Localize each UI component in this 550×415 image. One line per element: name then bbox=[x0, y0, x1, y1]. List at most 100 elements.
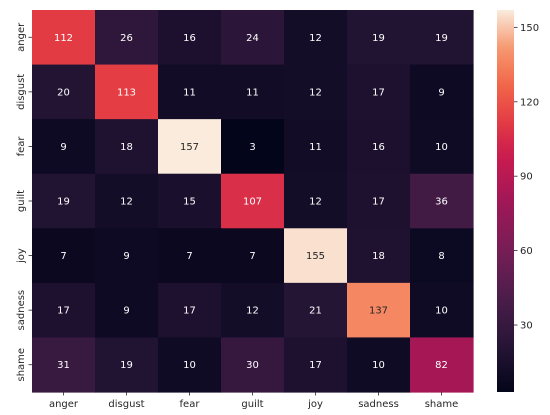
x-axis-ticks: anger disgust fear guilt joy sadness shame bbox=[49, 392, 458, 410]
colorbar-tick-label: 60 bbox=[520, 246, 533, 257]
cell-value-label: 11 bbox=[246, 87, 259, 98]
heatmap-cell bbox=[221, 228, 285, 284]
y-tick-label: disgust bbox=[16, 74, 27, 110]
heatmap-cell bbox=[410, 282, 474, 339]
cell-value-label: 31 bbox=[57, 360, 70, 371]
heatmap-cell bbox=[284, 337, 348, 393]
heatmap-cell bbox=[410, 228, 474, 284]
cell-value-label: 10 bbox=[435, 306, 448, 317]
heatmap-cell bbox=[410, 173, 474, 229]
cell-value-label: 17 bbox=[372, 87, 385, 98]
heatmap-cell bbox=[221, 119, 285, 175]
y-tick-label: shame bbox=[16, 348, 27, 382]
heatmap-cell bbox=[347, 64, 411, 120]
cell-value-label: 157 bbox=[180, 142, 199, 153]
cell-value-label: 36 bbox=[435, 197, 448, 208]
colorbar-tick-label: 150 bbox=[520, 23, 539, 34]
cell-value-label: 7 bbox=[60, 251, 66, 262]
heatmap-cell bbox=[95, 337, 159, 393]
heatmap-cell bbox=[32, 119, 96, 175]
heatmap-cell bbox=[95, 64, 159, 120]
heatmap-cell bbox=[221, 337, 285, 393]
heatmap-cell bbox=[158, 337, 222, 393]
heatmap-cell bbox=[158, 64, 222, 120]
heatmap-cell bbox=[410, 337, 474, 393]
cell-value-label: 24 bbox=[246, 33, 259, 44]
cell-value-label: 20 bbox=[57, 87, 70, 98]
cell-value-label: 10 bbox=[372, 360, 385, 371]
heatmap-cell bbox=[347, 10, 411, 66]
heatmap-cell bbox=[347, 119, 411, 175]
heatmap-cell bbox=[95, 282, 159, 339]
heatmap-cell bbox=[347, 228, 411, 284]
cell-value-label: 17 bbox=[309, 360, 322, 371]
colorbar-tick-label: 120 bbox=[520, 97, 539, 108]
cell-value-label: 7 bbox=[249, 251, 255, 262]
cell-value-label: 3 bbox=[249, 142, 255, 153]
y-tick-label: joy bbox=[16, 248, 27, 264]
heatmap-cell bbox=[32, 282, 96, 339]
heatmap-cell bbox=[95, 119, 159, 175]
heatmap-cells bbox=[32, 10, 474, 393]
cell-value-label: 16 bbox=[183, 33, 196, 44]
cell-value-label: 26 bbox=[120, 33, 133, 44]
cell-value-label: 137 bbox=[369, 306, 388, 317]
heatmap-cell bbox=[221, 64, 285, 120]
heatmap-cell bbox=[410, 10, 474, 66]
x-tick-label: sadness bbox=[358, 399, 399, 410]
x-tick-label: shame bbox=[425, 399, 459, 410]
heatmap-cell bbox=[32, 337, 96, 393]
heatmap-cell bbox=[32, 173, 96, 229]
cell-value-label: 12 bbox=[120, 197, 133, 208]
heatmap-cell bbox=[95, 10, 159, 66]
y-tick-label: fear bbox=[16, 136, 27, 157]
heatmap-cell bbox=[284, 10, 348, 66]
heatmap-cell bbox=[410, 119, 474, 175]
cell-value-label: 112 bbox=[54, 33, 73, 44]
cell-value-label: 12 bbox=[309, 33, 322, 44]
heatmap-cell bbox=[347, 282, 411, 339]
x-tick-label: fear bbox=[180, 399, 201, 410]
y-axis-ticks: anger disgust fear guilt joy sadness shame bbox=[16, 22, 32, 382]
cell-value-label: 113 bbox=[117, 87, 136, 98]
cell-value-label: 12 bbox=[309, 197, 322, 208]
cell-value-label: 107 bbox=[243, 197, 262, 208]
cell-value-label: 8 bbox=[438, 251, 444, 262]
cell-value-label: 16 bbox=[372, 142, 385, 153]
cell-value-label: 10 bbox=[183, 360, 196, 371]
colorbar-gradient bbox=[497, 10, 514, 392]
cell-value-label: 11 bbox=[309, 142, 322, 153]
cell-value-label: 19 bbox=[120, 360, 133, 371]
cell-value-label: 155 bbox=[306, 251, 325, 262]
colorbar-tick-label: 90 bbox=[520, 172, 533, 183]
heatmap-cell bbox=[32, 64, 96, 120]
cell-value-label: 19 bbox=[372, 33, 385, 44]
cell-value-label: 9 bbox=[123, 306, 129, 317]
cell-value-label: 17 bbox=[183, 306, 196, 317]
y-tick-label: sadness bbox=[16, 290, 27, 331]
heatmap-cell bbox=[158, 119, 222, 175]
y-tick-label: guilt bbox=[16, 190, 27, 212]
cell-value-label: 17 bbox=[57, 306, 70, 317]
heatmap-cell bbox=[284, 119, 348, 175]
heatmap-cell bbox=[410, 64, 474, 120]
heatmap-cell bbox=[284, 228, 348, 284]
x-tick-label: anger bbox=[49, 399, 79, 410]
cell-value-label: 7 bbox=[186, 251, 192, 262]
cell-value-label: 17 bbox=[372, 197, 385, 208]
cell-value-label: 15 bbox=[183, 197, 196, 208]
heatmap-cell bbox=[221, 282, 285, 339]
cell-value-label: 9 bbox=[123, 251, 129, 262]
x-tick-label: guilt bbox=[241, 399, 263, 410]
heatmap-cell bbox=[32, 228, 96, 284]
heatmap-cell bbox=[158, 173, 222, 229]
cell-value-label: 12 bbox=[246, 306, 259, 317]
cell-value-label: 9 bbox=[438, 87, 444, 98]
x-tick-label: disgust bbox=[108, 399, 144, 410]
cell-value-label: 18 bbox=[120, 142, 133, 153]
colorbar-tick-label: 30 bbox=[520, 321, 533, 332]
cell-value-label: 9 bbox=[60, 142, 66, 153]
y-tick-label: anger bbox=[16, 22, 27, 52]
